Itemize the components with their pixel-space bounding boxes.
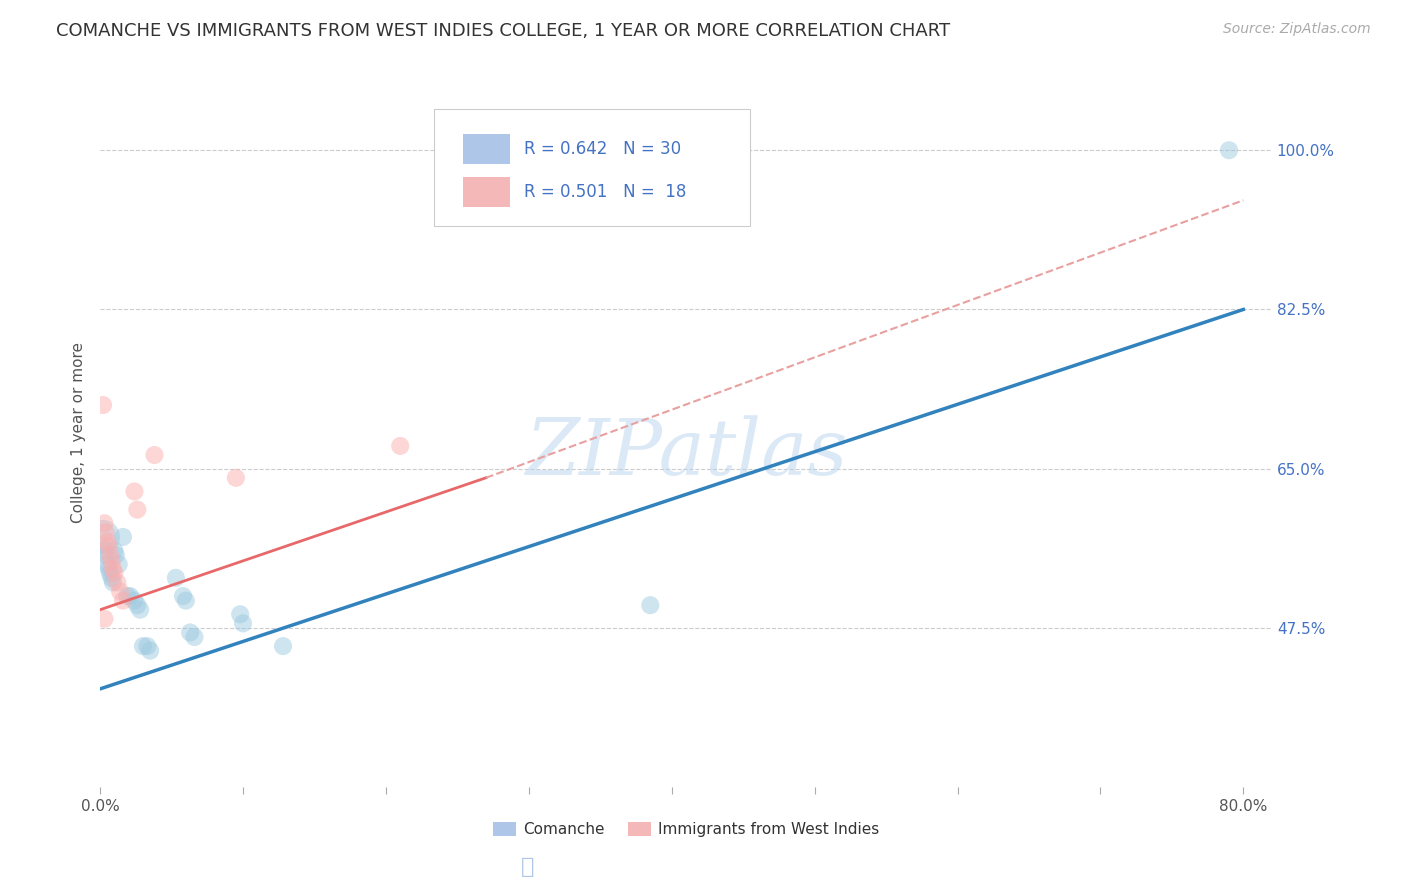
Point: [103, 566, 125, 581]
Text: Source: ZipAtlas.com: Source: ZipAtlas.com: [1223, 22, 1371, 37]
Point: [93, 612, 115, 626]
Bar: [464, 177, 510, 207]
Point: [183, 630, 205, 644]
Point: [179, 625, 201, 640]
Text: ZIPatlas: ZIPatlas: [524, 416, 848, 491]
Point: [97, 562, 120, 576]
Text: COMANCHE VS IMMIGRANTS FROM WEST INDIES COLLEGE, 1 YEAR OR MORE CORRELATION CHAR: COMANCHE VS IMMIGRANTS FROM WEST INDIES …: [56, 22, 950, 40]
Point: [94, 525, 117, 540]
Point: [143, 448, 166, 462]
Point: [225, 471, 247, 485]
Point: [139, 643, 162, 657]
Point: [96, 558, 118, 572]
Point: [101, 575, 124, 590]
FancyBboxPatch shape: [434, 110, 751, 227]
Point: [640, 598, 662, 612]
Point: [389, 439, 412, 453]
Point: [96, 534, 118, 549]
Text: ⬜: ⬜: [520, 857, 534, 877]
Point: [108, 584, 131, 599]
Text: R = 0.642   N = 30: R = 0.642 N = 30: [524, 140, 682, 158]
Point: [94, 548, 117, 562]
Point: [103, 543, 125, 558]
Point: [98, 566, 121, 581]
Point: [100, 554, 122, 568]
Point: [174, 593, 197, 607]
Text: R = 0.501   N =  18: R = 0.501 N = 18: [524, 183, 686, 201]
Point: [91, 398, 114, 412]
Point: [120, 589, 142, 603]
Point: [93, 543, 115, 558]
Point: [271, 639, 294, 653]
Point: [165, 571, 187, 585]
Point: [100, 571, 122, 585]
Point: [97, 539, 120, 553]
Point: [1218, 143, 1240, 157]
Point: [117, 589, 139, 603]
Point: [172, 589, 194, 603]
Point: [127, 502, 149, 516]
Point: [124, 593, 146, 607]
Point: [132, 639, 155, 653]
Point: [107, 558, 129, 572]
Point: [104, 548, 127, 562]
Legend: Comanche, Immigrants from West Indies: Comanche, Immigrants from West Indies: [486, 816, 886, 843]
Bar: [464, 134, 510, 164]
Point: [136, 639, 159, 653]
Point: [229, 607, 252, 622]
Point: [93, 516, 115, 531]
Point: [124, 484, 146, 499]
Point: [232, 616, 254, 631]
Point: [111, 593, 134, 607]
Point: [127, 598, 149, 612]
Point: [105, 575, 128, 590]
Point: [111, 530, 134, 544]
Point: [101, 562, 124, 576]
Point: [91, 530, 114, 544]
Point: [129, 603, 152, 617]
Point: [98, 548, 121, 562]
Y-axis label: College, 1 year or more: College, 1 year or more: [72, 342, 86, 523]
